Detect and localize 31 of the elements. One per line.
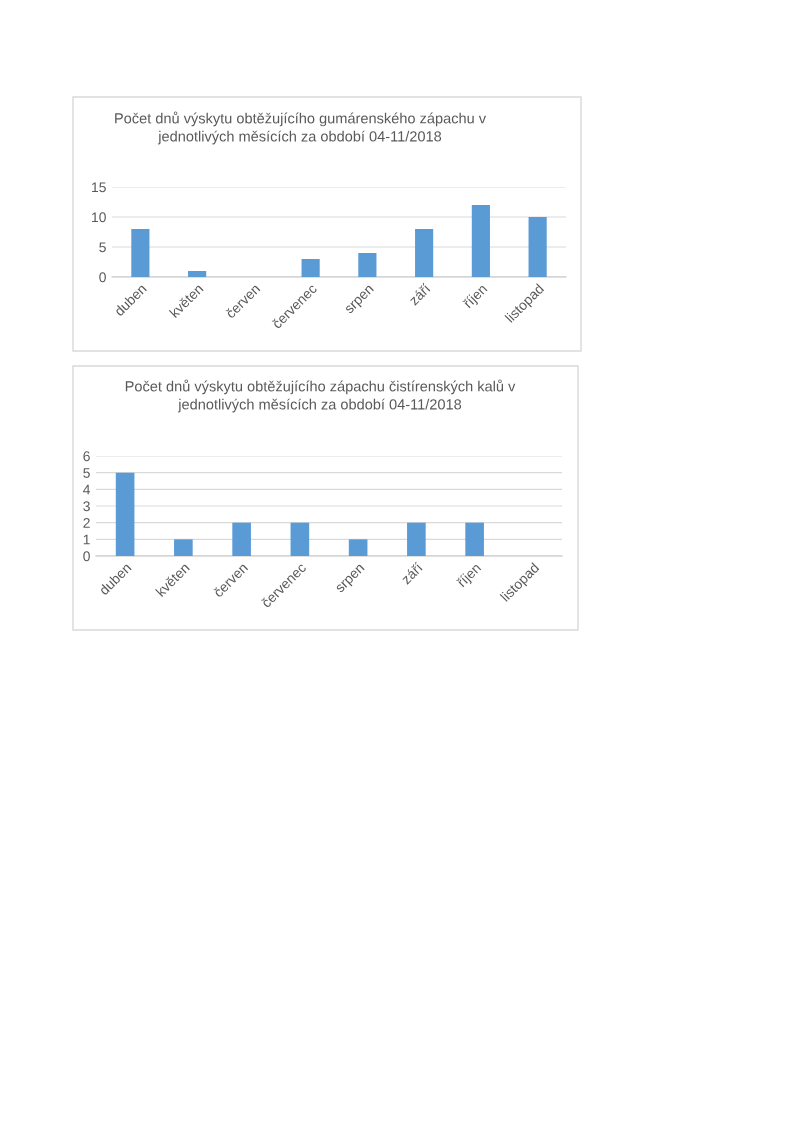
y-tick-label: 3 (83, 501, 90, 512)
bar (174, 539, 193, 556)
x-tick-label: září (400, 561, 424, 585)
y-tick-label: 4 (83, 484, 91, 495)
x-tick-label: září (408, 282, 432, 306)
y-tick-label: 10 (92, 212, 106, 223)
bar (290, 522, 310, 556)
bar (528, 217, 547, 277)
y-tick-label: 1 (83, 534, 90, 545)
y-tick-label: 6 (83, 451, 90, 462)
bar (471, 205, 490, 277)
x-tick-label: říjen (462, 283, 490, 311)
bar (131, 229, 150, 277)
y-tick-label: 0 (99, 272, 106, 283)
bar (415, 229, 434, 277)
y-tick-label: 5 (83, 468, 90, 478)
bar (465, 522, 484, 556)
bar (115, 472, 135, 556)
bar (301, 259, 320, 277)
chart-title: Počet dnů výskytu obtěžujícího zápachu čistírenských kalů v jednotlivých měsících za období 04-11/2018 (125, 379, 516, 413)
bar (348, 539, 368, 556)
bar (188, 271, 207, 277)
bar (232, 522, 251, 556)
y-tick-label: 0 (83, 551, 90, 562)
y-tick-label: 2 (83, 518, 90, 528)
chart-title: Počet dnů výskytu obtěžujícího gumárenského zápachu v jednotlivých měsících za období 04-11/2018 (115, 111, 487, 145)
y-tick-label: 5 (99, 242, 106, 253)
x-tick-label: říjen (455, 562, 484, 590)
bar (358, 253, 377, 277)
y-tick-label: 15 (92, 182, 106, 193)
bar (407, 522, 426, 556)
